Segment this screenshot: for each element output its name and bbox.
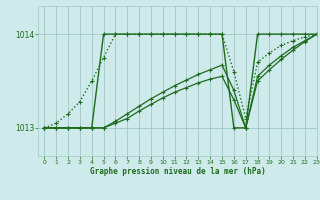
X-axis label: Graphe pression niveau de la mer (hPa): Graphe pression niveau de la mer (hPa) [90,167,266,176]
